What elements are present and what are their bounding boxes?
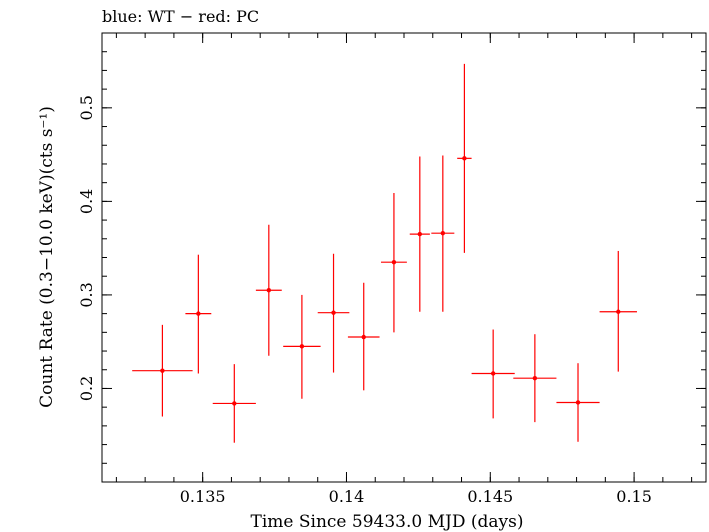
data-point	[160, 368, 165, 373]
data-point-group	[513, 334, 557, 423]
axis-tick-labels: 0.135 0.14 0.145 0.15 0.2 0.3 0.4 0.5	[77, 95, 652, 506]
data-point	[196, 311, 201, 316]
data-point-group	[212, 364, 256, 443]
data-point-group	[283, 294, 321, 399]
data-point-group	[431, 155, 455, 312]
data-point	[440, 230, 446, 236]
data-point-group	[185, 254, 212, 374]
axis-ticks	[102, 32, 706, 483]
data-point	[575, 400, 581, 405]
data-series-pc	[132, 63, 637, 443]
data-point	[490, 371, 496, 376]
y-axis-label: Count Rate (0.3−10.0 keV)(cts s⁻¹)	[37, 106, 57, 408]
y-tick-label: 0.4	[77, 189, 96, 214]
data-point	[417, 231, 423, 237]
data-point-group	[347, 282, 380, 391]
x-tick-label: 0.14	[329, 487, 365, 506]
y-tick-label: 0.3	[77, 282, 96, 307]
y-tick-label: 0.2	[77, 376, 96, 401]
data-point	[299, 344, 305, 349]
data-point-group	[132, 324, 193, 417]
data-point	[331, 310, 336, 315]
data-point-group	[409, 156, 430, 312]
data-point	[361, 334, 366, 340]
plot-frame	[101, 32, 707, 483]
data-point-group	[556, 363, 600, 442]
data-point-group	[599, 250, 637, 372]
data-point	[391, 259, 397, 265]
x-tick-label: 0.15	[616, 487, 652, 506]
x-axis-label: Time Since 59433.0 MJD (days)	[251, 512, 524, 532]
data-point	[462, 156, 467, 161]
data-point-group	[457, 63, 472, 253]
data-point-group	[317, 253, 350, 373]
x-tick-label: 0.135	[180, 487, 226, 506]
data-point	[532, 375, 538, 381]
chart-title: blue: WT − red: PC	[102, 7, 259, 26]
data-point-group	[471, 329, 515, 419]
data-point	[616, 309, 621, 314]
y-tick-label: 0.5	[77, 95, 96, 120]
data-point-group	[380, 192, 407, 333]
x-tick-label: 0.145	[467, 487, 513, 506]
data-point	[232, 401, 237, 406]
data-point	[266, 288, 272, 293]
data-point-group	[255, 224, 282, 356]
